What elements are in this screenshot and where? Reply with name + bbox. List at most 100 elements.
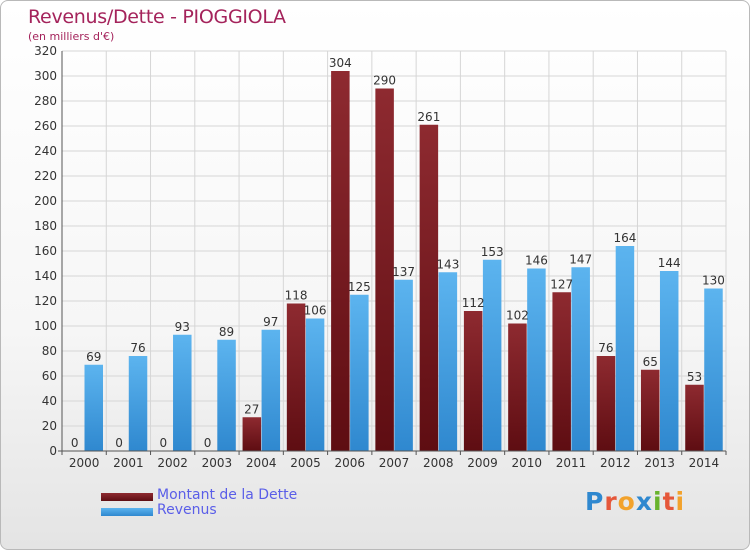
data-label-debt: 290 (373, 74, 396, 88)
bar-revenue (305, 318, 325, 451)
bars (84, 71, 723, 451)
bar-debt (463, 311, 483, 451)
y-tick-label: 180 (34, 219, 57, 233)
data-label-revenue: 164 (613, 231, 636, 245)
bar-revenue (704, 288, 723, 451)
bar-revenue (128, 356, 148, 451)
bar-debt (596, 356, 616, 451)
bar-revenue (173, 334, 192, 451)
bar-revenue (615, 246, 635, 451)
x-tick-label: 2003 (202, 456, 233, 470)
bar-debt (331, 71, 350, 451)
data-label-revenue: 125 (348, 280, 371, 294)
chart-subtitle: (en milliers d'€) (28, 30, 115, 43)
y-tick-label: 20 (42, 419, 57, 433)
bar-revenue (527, 268, 546, 451)
data-label-debt: 261 (417, 110, 440, 124)
data-label-debt: 27 (244, 402, 259, 416)
bar-revenue (438, 272, 458, 451)
chart-title: Revenus/Dette - PIOGGIOLA (28, 6, 286, 28)
y-tick-label: 320 (34, 44, 57, 58)
data-label-debt: 118 (285, 289, 308, 303)
y-tick-label: 200 (34, 194, 57, 208)
bar-debt (552, 292, 571, 451)
bar-revenue (482, 259, 502, 451)
legend-swatch-debt (101, 493, 153, 501)
y-tick-label: 240 (34, 144, 57, 158)
y-tick-label: 120 (34, 294, 57, 308)
axes: 0 20 40 60 80 100 120 140 160 180 200 220 240 260 280 3… (34, 44, 727, 470)
data-label-revenue: 153 (481, 245, 504, 259)
proxiti-logo: Proxiti (585, 487, 685, 516)
x-tick-label: 2011 (556, 456, 587, 470)
bar-debt (375, 88, 394, 451)
logo-letter: t (662, 487, 676, 516)
data-label-revenue: 93 (175, 320, 190, 334)
data-label-debt: 127 (550, 277, 573, 291)
y-tick-label: 300 (34, 69, 57, 83)
data-label-debt: 304 (329, 56, 352, 70)
x-tick-label: 2013 (644, 456, 675, 470)
logo-letter: x (635, 487, 653, 516)
x-tick-label: 2010 (512, 456, 543, 470)
data-label-revenue: 147 (569, 252, 592, 266)
data-label-debt: 102 (506, 309, 529, 323)
data-label-debt: 0 (204, 436, 212, 450)
y-tick-label: 40 (42, 394, 57, 408)
legend-label-debt: Montant de la Dette (157, 487, 298, 503)
y-tick-label: 60 (42, 369, 57, 383)
bar-revenue (84, 364, 103, 451)
data-label-revenue: 130 (702, 274, 725, 288)
y-tick-label: 280 (34, 94, 57, 108)
x-tick-label: 2000 (69, 456, 100, 470)
x-tick-label: 2005 (290, 456, 321, 470)
y-tick-label: 260 (34, 119, 57, 133)
bar-revenue (394, 279, 413, 451)
y-tick-label: 80 (42, 344, 57, 358)
bar-debt (242, 417, 262, 451)
data-label-revenue: 144 (658, 256, 681, 270)
x-tick-label: 2006 (334, 456, 365, 470)
logo-letter: o (617, 487, 636, 516)
bar-debt (640, 369, 660, 451)
data-label-revenue: 89 (219, 325, 234, 339)
legend-label-revenue: Revenus (157, 502, 217, 518)
data-label-revenue: 106 (304, 304, 327, 318)
x-tick-label: 2001 (113, 456, 144, 470)
y-tick-label: 100 (34, 319, 57, 333)
bar-debt (685, 384, 704, 451)
bar-revenue (659, 271, 679, 451)
bar-debt (419, 124, 439, 451)
x-tick-label: 2014 (689, 456, 720, 470)
x-tick-label: 2012 (600, 456, 631, 470)
logo-letter: i (675, 487, 686, 516)
data-label-debt: 76 (598, 341, 613, 355)
bar-revenue (350, 294, 369, 451)
bar-revenue (261, 329, 281, 451)
data-label-revenue: 69 (86, 350, 101, 364)
data-label-debt: 0 (159, 436, 167, 450)
y-tick-label: 0 (49, 444, 57, 458)
data-label-revenue: 97 (263, 315, 278, 329)
y-tick-label: 160 (34, 244, 57, 258)
data-label-debt: 53 (687, 370, 702, 384)
data-label-debt: 112 (462, 296, 485, 310)
bar-debt (286, 303, 306, 451)
legend-swatch-revenue (101, 508, 153, 516)
grid-lines (61, 50, 727, 452)
bar-revenue (571, 267, 590, 451)
x-tick-label: 2008 (423, 456, 454, 470)
data-label-revenue: 143 (436, 257, 459, 271)
logo-letter: r (604, 487, 618, 516)
data-label-revenue: 76 (130, 341, 145, 355)
y-tick-label: 220 (34, 169, 57, 183)
bar-revenue (217, 339, 236, 451)
x-tick-label: 2002 (157, 456, 188, 470)
data-label-debt: 0 (71, 436, 79, 450)
y-tick-label: 140 (34, 269, 57, 283)
data-label-debt: 0 (115, 436, 123, 450)
data-label-debt: 65 (643, 355, 658, 369)
